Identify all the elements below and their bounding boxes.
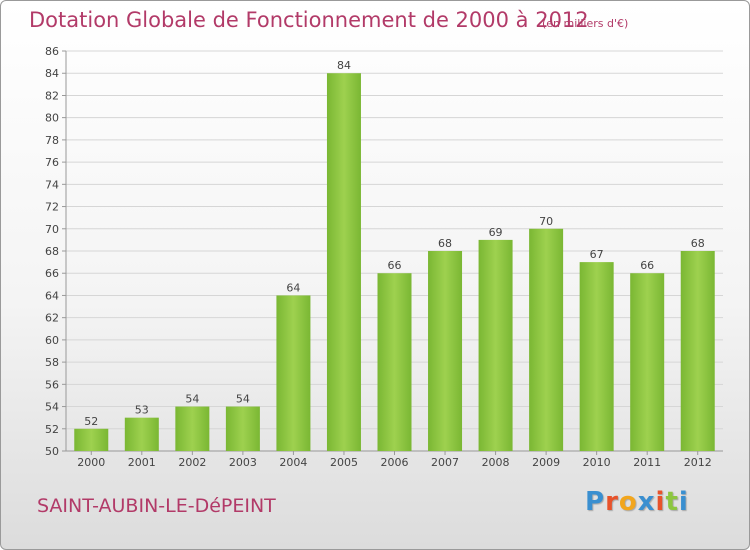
proxiti-logo: Proxiti (585, 487, 689, 517)
bar-value-label: 52 (84, 415, 98, 428)
bar-2009 (529, 228, 564, 451)
y-tick-label: 60 (45, 334, 59, 347)
bar-value-label: 66 (388, 259, 402, 272)
bar-2006 (377, 273, 412, 451)
bar-2003 (225, 406, 260, 451)
bar-2000 (74, 428, 109, 451)
y-tick-label: 76 (45, 156, 59, 169)
x-tick-label: 2009 (532, 456, 560, 469)
bar-value-label: 54 (185, 393, 199, 406)
chart-subtitle: (en milliers d'€) (542, 17, 629, 30)
chart-title: Dotation Globale de Fonctionnement de 20… (29, 8, 589, 32)
bar-2005 (326, 73, 361, 451)
bar-value-label: 66 (640, 259, 654, 272)
bar-2010 (579, 262, 614, 451)
y-tick-label: 72 (45, 201, 59, 214)
y-tick-label: 50 (45, 445, 59, 458)
bar-2012 (680, 251, 715, 451)
y-tick-label: 82 (45, 89, 59, 102)
bar-2004 (276, 295, 311, 451)
bar-value-label: 84 (337, 59, 351, 72)
x-tick-label: 2011 (633, 456, 661, 469)
x-tick-label: 2003 (229, 456, 257, 469)
bar-2008 (478, 239, 513, 451)
y-tick-label: 64 (45, 289, 59, 302)
bar-value-label: 54 (236, 393, 250, 406)
y-tick-label: 54 (45, 401, 59, 414)
y-tick-label: 62 (45, 312, 59, 325)
bars (74, 73, 715, 451)
y-tick-label: 78 (45, 134, 59, 147)
y-tick-label: 66 (45, 267, 59, 280)
commune-name: SAINT-AUBIN-LE-DéPEINT (37, 495, 276, 517)
bar-value-label: 68 (691, 237, 705, 250)
y-tick-label: 74 (45, 178, 59, 191)
y-tick-label: 52 (45, 423, 59, 436)
bar-value-label: 67 (590, 248, 604, 261)
x-tick-label: 2002 (178, 456, 206, 469)
bar-2011 (630, 273, 665, 451)
x-tick-label: 2000 (77, 456, 105, 469)
x-tick-label: 2005 (330, 456, 358, 469)
y-tick-label: 70 (45, 223, 59, 236)
x-tick-label: 2004 (279, 456, 307, 469)
x-tick-label: 2006 (381, 456, 409, 469)
x-tick-label: 2010 (583, 456, 611, 469)
labels: 50 52 54 56 58 60 62 64 66 68 70 72 74 76 78 80 82 84 86 52… (45, 45, 712, 469)
y-tick-label: 80 (45, 112, 59, 125)
bar-value-label: 69 (489, 226, 503, 239)
x-tick-label: 2001 (128, 456, 156, 469)
y-tick-label: 84 (45, 67, 59, 80)
y-tick-label: 56 (45, 378, 59, 391)
bar-2002 (175, 406, 210, 451)
bar-value-label: 53 (135, 404, 149, 417)
bar-2001 (124, 417, 159, 451)
y-tick-label: 58 (45, 356, 59, 369)
y-tick-label: 86 (45, 45, 59, 58)
bar-2007 (428, 251, 463, 451)
y-tick-label: 68 (45, 245, 59, 258)
bar-value-label: 70 (539, 215, 553, 228)
bar-value-label: 64 (286, 281, 300, 294)
x-tick-label: 2008 (482, 456, 510, 469)
x-tick-label: 2007 (431, 456, 459, 469)
bar-value-label: 68 (438, 237, 452, 250)
x-tick-label: 2012 (684, 456, 712, 469)
